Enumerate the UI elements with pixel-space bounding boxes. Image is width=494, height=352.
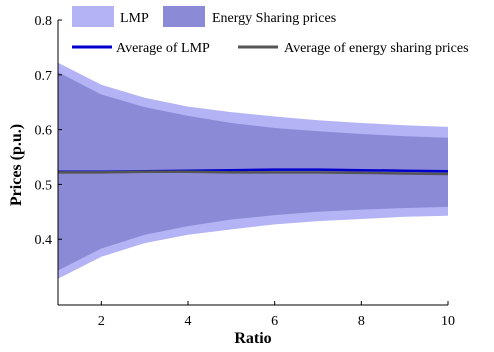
legend-swatch-lmp [72,6,114,27]
legend-label-lmp: LMP [120,11,149,26]
x-tick-label: 4 [185,314,192,329]
x-tick-label: 6 [271,314,278,329]
legend-swatch-energy-sharing [163,6,205,27]
legend-label-avg-energy-sharing: Average of energy sharing prices [284,41,469,56]
axes [57,19,449,306]
legend-label-avg-lmp: Average of LMP [116,41,210,56]
tick-labels: 2 4 6 8 10 0.4 0.5 0.6 0.7 0.8 [35,14,456,329]
y-tick-label: 0.8 [35,14,53,29]
x-tick-label: 2 [98,314,105,329]
y-tick-label: 0.5 [35,178,53,193]
legend-label-energy-sharing: Energy Sharing prices [212,11,336,26]
series-line-1 [58,170,449,176]
y-tick-label: 0.6 [35,124,53,139]
x-axis-label: Ratio [234,330,271,347]
y-tick-label: 0.7 [35,69,53,84]
y-tick-label: 0.4 [35,233,53,248]
x-tick-label: 10 [441,314,455,329]
x-tick-label: 8 [358,314,365,329]
y-axis-label: Prices (p.u.) [8,124,25,206]
lines-layer [58,168,449,176]
